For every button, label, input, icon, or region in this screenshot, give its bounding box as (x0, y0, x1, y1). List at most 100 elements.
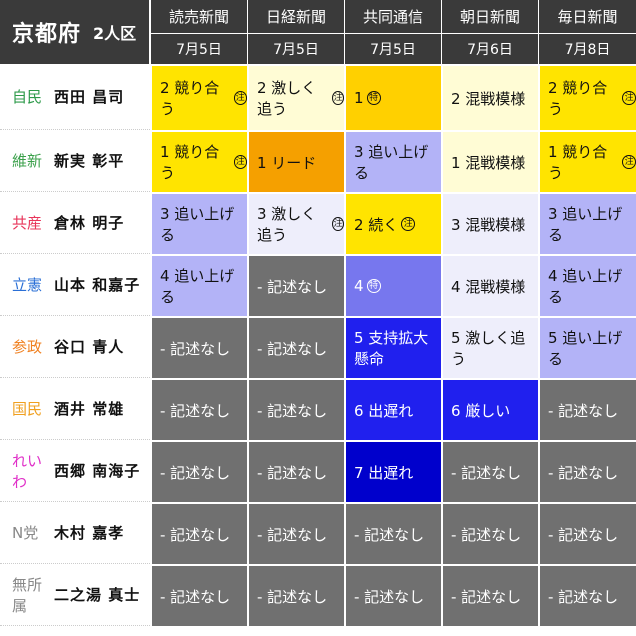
forecast-cell: - 記述なし (150, 316, 247, 378)
table-title: 京都府 2人区 (0, 0, 150, 64)
forecast-text: 1 リード (257, 153, 317, 172)
forecast-text: - 記述なし (548, 587, 619, 606)
forecast-text: 4 混戦模様 (451, 277, 526, 296)
forecast-cell: - 記述なし (247, 316, 344, 378)
party-label: 共産 (12, 214, 43, 232)
forecast-text: 1 競り合う (548, 143, 608, 182)
candidate-name: 新実 彰平 (54, 152, 125, 170)
forecast-text: - 記述なし (451, 525, 522, 544)
forecast-cell: - 記述なし (344, 564, 441, 626)
forecast-text: 2 競り合う (548, 79, 608, 118)
candidate-name: 二之湯 真士 (54, 586, 141, 604)
candidate-name: 山本 和嘉子 (54, 276, 141, 294)
candidate-cell: 立憲 山本 和嘉子 (0, 254, 150, 316)
forecast-text: - 記述なし (548, 463, 619, 482)
forecast-cell: - 記述なし (538, 564, 636, 626)
forecast-text: 2 競り合う (160, 79, 220, 118)
candidate-cell: 無所属 二之湯 真士 (0, 564, 150, 626)
forecast-text: - 記述なし (354, 587, 425, 606)
forecast-cell: 5 追い上げる (538, 316, 636, 378)
candidate-name: 酒井 常雄 (54, 400, 125, 418)
forecast-cell: - 記述なし (441, 502, 538, 564)
forecast-text: - 記述なし (451, 587, 522, 606)
note-mark-icon: 特 (366, 279, 381, 293)
candidate-cell: 国民 酒井 常雄 (0, 378, 150, 440)
candidate-cell: 参政 谷口 青人 (0, 316, 150, 378)
forecast-text: 5 追い上げる (548, 329, 623, 368)
note-mark-icon: 注 (332, 91, 344, 105)
forecast-text: 3 追い上げる (354, 143, 429, 182)
forecast-cell: 1 競り合う注 (150, 130, 247, 192)
forecast-text: 6 出遅れ (354, 401, 414, 420)
forecast-text: - 記述なし (548, 525, 619, 544)
survey-date: 7月5日 (247, 34, 344, 64)
forecast-cell: - 記述なし (247, 502, 344, 564)
party-label: 国民 (12, 400, 43, 418)
candidate-name: 倉林 明子 (54, 214, 125, 232)
forecast-text: 6 厳しい (451, 401, 511, 420)
forecast-text: - 記述なし (160, 339, 231, 358)
forecast-cell: - 記述なし (247, 564, 344, 626)
forecast-text: - 記述なし (160, 401, 231, 420)
candidate-name: 木村 嘉孝 (54, 524, 125, 542)
forecast-cell: 1 競り合う注 (538, 130, 636, 192)
forecast-text: - 記述なし (451, 463, 522, 482)
forecast-cell: - 記述なし (538, 440, 636, 502)
forecast-text: 7 出遅れ (354, 463, 414, 482)
forecast-text: 5 激しく追う (451, 329, 526, 368)
forecast-text: - 記述なし (257, 339, 328, 358)
forecast-cell: 4 混戦模様 (441, 254, 538, 316)
forecast-cell: 6 出遅れ (344, 378, 441, 440)
forecast-text: 3 激しく追う (257, 205, 317, 244)
newspaper-header: 日経新聞 (247, 0, 344, 34)
note-mark-icon: 注 (401, 217, 416, 231)
note-mark-icon: 特 (366, 91, 381, 105)
party-label: 維新 (12, 152, 43, 170)
forecast-text: 2 混戦模様 (451, 89, 526, 108)
forecast-text: - 記述なし (257, 525, 328, 544)
forecast-text: 3 追い上げる (548, 205, 623, 244)
candidate-name: 西郷 南海子 (54, 462, 141, 480)
forecast-cell: - 記述なし (150, 564, 247, 626)
forecast-text: 4 追い上げる (160, 267, 235, 306)
forecast-text: 1 混戦模様 (451, 153, 526, 172)
forecast-text: 4 追い上げる (548, 267, 623, 306)
candidate-cell: れいわ 西郷 南海子 (0, 440, 150, 502)
note-mark-icon: 注 (622, 91, 636, 105)
forecast-cell: 2 激しく追う 注 (247, 64, 344, 130)
forecast-cell: 5 支持拡大懸命 (344, 316, 441, 378)
forecast-text: - 記述なし (354, 525, 425, 544)
prefecture-title: 京都府 (12, 22, 82, 47)
forecast-text: - 記述なし (160, 525, 231, 544)
forecast-cell: 3 追い上げる (344, 130, 441, 192)
survey-date: 7月6日 (441, 34, 538, 64)
party-label: N党 (12, 524, 39, 542)
forecast-cell: - 記述なし (441, 564, 538, 626)
forecast-text: 1 (354, 89, 364, 107)
forecast-cell: 6 厳しい (441, 378, 538, 440)
survey-date: 7月5日 (150, 34, 247, 64)
candidate-cell: 維新 新実 彰平 (0, 130, 150, 192)
forecast-text: 3 混戦模様 (451, 215, 526, 234)
forecast-cell: - 記述なし (441, 440, 538, 502)
survey-date: 7月8日 (538, 34, 636, 64)
forecast-cell: 2 競り合う注 (150, 64, 247, 130)
candidate-name: 西田 昌司 (54, 88, 125, 106)
party-label: 無所属 (12, 575, 43, 615)
forecast-cell: - 記述なし (538, 502, 636, 564)
candidate-cell: N党 木村 嘉孝 (0, 502, 150, 564)
forecast-cell: 5 激しく追う (441, 316, 538, 378)
forecast-cell: 2 混戦模様 (441, 64, 538, 130)
party-label: 立憲 (12, 276, 43, 294)
forecast-text: - 記述なし (257, 587, 328, 606)
forecast-cell: 2 競り合う注 (538, 64, 636, 130)
forecast-cell: - 記述なし (247, 378, 344, 440)
party-label: 自民 (12, 88, 43, 106)
forecast-cell: 3 追い上げる (150, 192, 247, 254)
forecast-text: 2 続く (354, 215, 399, 234)
forecast-cell: 4 追い上げる (150, 254, 247, 316)
forecast-text: - 記述なし (160, 463, 231, 482)
newspaper-header: 毎日新聞 (538, 0, 636, 34)
